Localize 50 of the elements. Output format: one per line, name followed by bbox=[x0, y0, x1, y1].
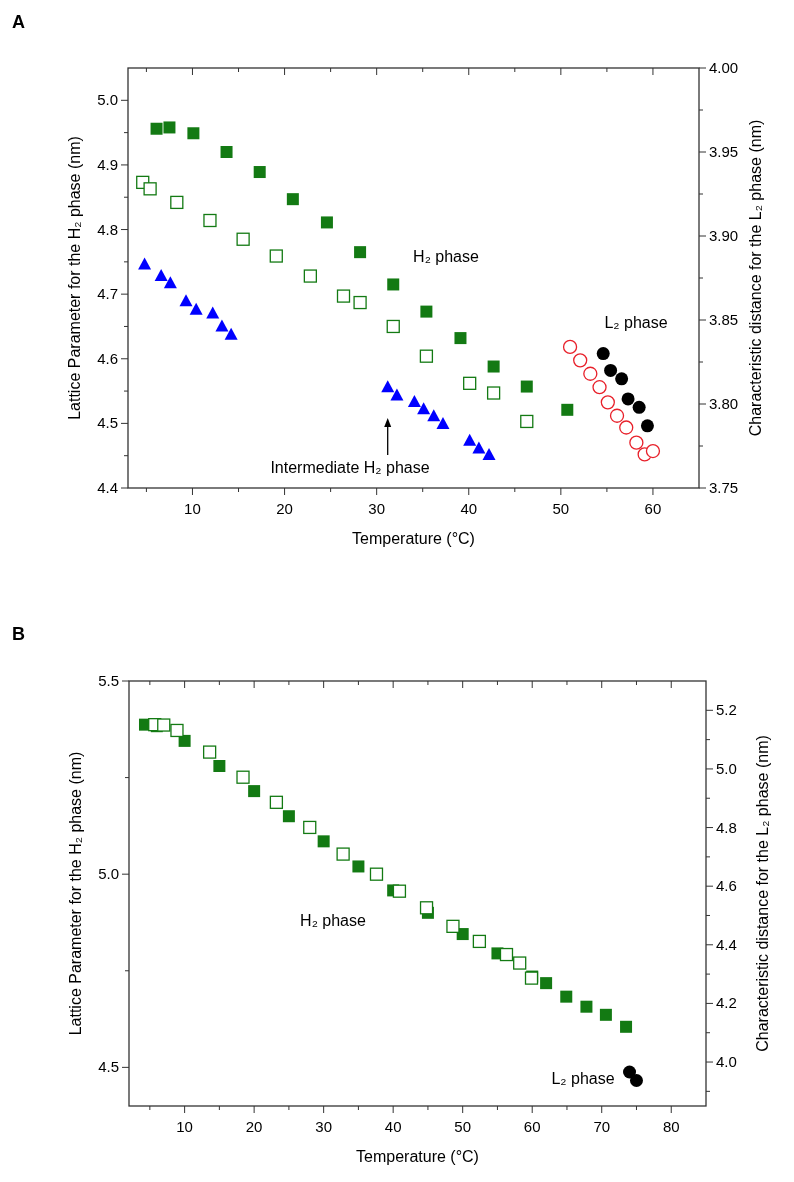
x-tick-label: 60 bbox=[523, 1118, 541, 1135]
y2-tick-label: 4.2 bbox=[716, 994, 737, 1012]
y-tick-label: 4.4 bbox=[97, 479, 118, 496]
y-axis-title: Lattice Parameter for the H₂ phase (nm) bbox=[67, 751, 84, 1036]
y2-tick-label: 4.0 bbox=[716, 1053, 737, 1071]
y2-tick-label: 3.80 bbox=[709, 395, 739, 412]
y-axis-title: Lattice Parameter for the H₂ phase (nm) bbox=[66, 136, 83, 420]
x-tick-label: 30 bbox=[368, 500, 386, 517]
chart-title: B bbox=[12, 624, 25, 644]
y2-tick-label: 4.4 bbox=[716, 935, 737, 953]
y2-tick-label: 4.00 bbox=[709, 59, 739, 76]
x-tick-label: 20 bbox=[276, 500, 293, 517]
annotation: H₂ phase bbox=[300, 912, 366, 929]
x-tick-label: 50 bbox=[552, 500, 570, 517]
y2-tick-label: 3.90 bbox=[709, 227, 739, 244]
y2-axis-title: Characteristic distance for the L₂ phase (nm) bbox=[747, 119, 764, 437]
x-tick-label: 10 bbox=[176, 1118, 193, 1135]
y-tick-label: 5.0 bbox=[98, 865, 119, 883]
y2-tick-label: 3.75 bbox=[709, 479, 739, 496]
y-tick-label: 4.5 bbox=[97, 414, 118, 432]
chart-title: A bbox=[12, 12, 25, 32]
y-tick-label: 5.5 bbox=[98, 672, 119, 689]
x-tick-label: 70 bbox=[593, 1118, 611, 1135]
annotation: L₂ phase bbox=[551, 1070, 615, 1087]
y2-tick-label: 5.0 bbox=[716, 759, 737, 777]
y-tick-label: 4.6 bbox=[97, 349, 118, 367]
x-tick-label: 40 bbox=[460, 500, 478, 517]
y2-tick-label: 4.6 bbox=[716, 877, 737, 895]
annotation: L₂ phase bbox=[604, 314, 668, 331]
x-tick-label: 30 bbox=[315, 1118, 332, 1135]
y2-tick-label: 4.8 bbox=[716, 818, 737, 836]
y-tick-label: 4.5 bbox=[98, 1058, 119, 1076]
x-axis-title: Temperature (°C) bbox=[356, 1148, 479, 1165]
y2-axis-title: Characteristic distance for the L₂ phase (nm) bbox=[754, 735, 771, 1052]
y-tick-label: 4.7 bbox=[97, 285, 118, 303]
annotation: Intermediate H₂ phase bbox=[270, 459, 430, 476]
x-axis-title: Temperature (°C) bbox=[352, 530, 475, 547]
x-tick-label: 60 bbox=[644, 500, 662, 517]
y-tick-label: 4.9 bbox=[97, 155, 118, 173]
y2-tick-label: 3.95 bbox=[709, 143, 739, 160]
y2-tick-label: 5.2 bbox=[716, 701, 737, 719]
annotation: H₂ phase bbox=[413, 248, 479, 265]
x-tick-label: 40 bbox=[384, 1118, 402, 1135]
y-tick-label: 5.0 bbox=[97, 91, 118, 109]
x-tick-label: 50 bbox=[454, 1118, 472, 1135]
y-tick-label: 4.8 bbox=[97, 220, 118, 238]
x-tick-label: 80 bbox=[662, 1118, 680, 1135]
y2-tick-label: 3.85 bbox=[709, 311, 739, 328]
x-tick-label: 10 bbox=[184, 500, 201, 517]
x-tick-label: 20 bbox=[245, 1118, 263, 1135]
